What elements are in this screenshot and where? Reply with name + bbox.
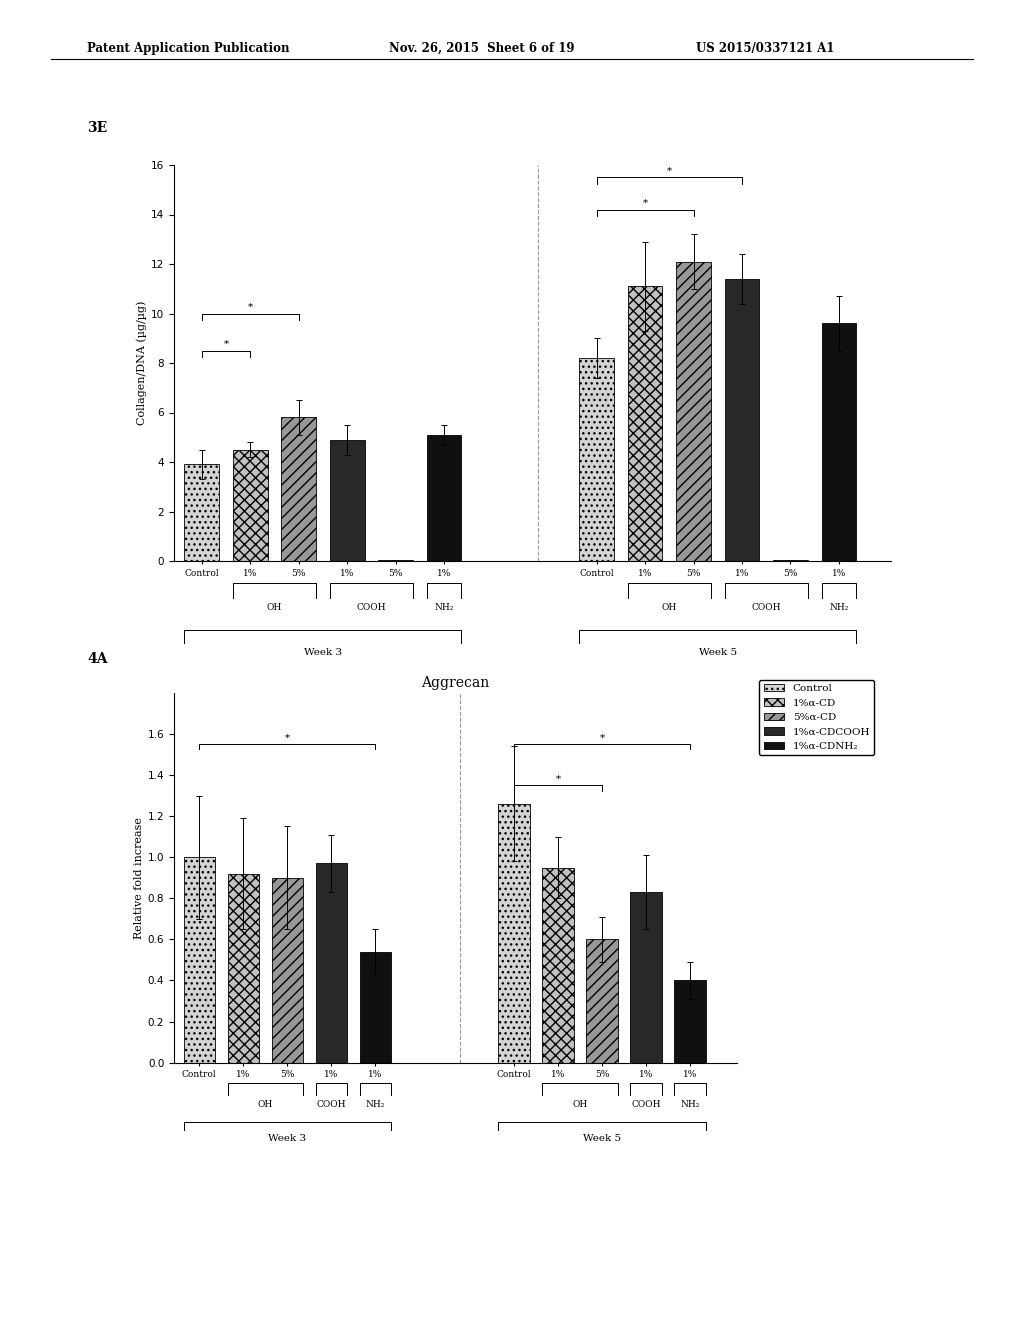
- Text: Week 3: Week 3: [268, 1134, 306, 1143]
- Bar: [498, 804, 529, 1063]
- Y-axis label: Collagen/DNA (µg/µg): Collagen/DNA (µg/µg): [136, 301, 146, 425]
- Text: 4A: 4A: [87, 652, 108, 667]
- Text: OH: OH: [662, 603, 677, 612]
- Bar: [183, 857, 215, 1063]
- Bar: [821, 323, 856, 561]
- Title: Aggrecan: Aggrecan: [422, 676, 489, 690]
- Bar: [282, 417, 316, 561]
- Text: COOH: COOH: [316, 1100, 346, 1109]
- Text: NH₂: NH₂: [434, 603, 454, 612]
- Text: OH: OH: [258, 1100, 273, 1109]
- Text: NH₂: NH₂: [680, 1100, 699, 1109]
- Bar: [676, 261, 711, 561]
- Text: *: *: [248, 302, 253, 312]
- Bar: [580, 358, 613, 561]
- Text: COOH: COOH: [752, 603, 781, 612]
- Legend: Control, 1%α-CD, 5%α-CD, 1%α-CDCOOH, 1%α-CDNH₂: Control, 1%α-CD, 5%α-CD, 1%α-CDCOOH, 1%α…: [760, 680, 874, 755]
- Text: COOH: COOH: [356, 603, 386, 612]
- Text: *: *: [285, 734, 290, 743]
- Bar: [725, 279, 759, 561]
- Text: *: *: [642, 199, 647, 207]
- Bar: [315, 863, 347, 1063]
- Text: Patent Application Publication: Patent Application Publication: [87, 42, 290, 55]
- Bar: [587, 940, 617, 1063]
- Text: Week 5: Week 5: [583, 1134, 621, 1143]
- Bar: [227, 874, 259, 1063]
- Bar: [427, 434, 462, 561]
- Text: NH₂: NH₂: [829, 603, 849, 612]
- Text: 3E: 3E: [87, 121, 108, 136]
- Bar: [271, 878, 303, 1063]
- Bar: [675, 981, 706, 1063]
- Text: *: *: [667, 166, 672, 176]
- Text: *: *: [223, 339, 228, 348]
- Bar: [359, 952, 391, 1063]
- Bar: [184, 465, 219, 561]
- Y-axis label: Relative fold increase: Relative fold increase: [133, 817, 143, 939]
- Text: OH: OH: [572, 1100, 588, 1109]
- Text: COOH: COOH: [631, 1100, 660, 1109]
- Text: NH₂: NH₂: [366, 1100, 385, 1109]
- Text: *: *: [555, 775, 560, 784]
- Bar: [232, 450, 267, 561]
- Bar: [330, 440, 365, 561]
- Text: US 2015/0337121 A1: US 2015/0337121 A1: [696, 42, 835, 55]
- Bar: [628, 286, 663, 561]
- Text: *: *: [599, 734, 604, 743]
- Text: OH: OH: [267, 603, 283, 612]
- Bar: [631, 892, 662, 1063]
- Text: Week 5: Week 5: [698, 648, 737, 656]
- Text: Nov. 26, 2015  Sheet 6 of 19: Nov. 26, 2015 Sheet 6 of 19: [389, 42, 574, 55]
- Text: Week 3: Week 3: [304, 648, 342, 656]
- Bar: [542, 867, 573, 1063]
